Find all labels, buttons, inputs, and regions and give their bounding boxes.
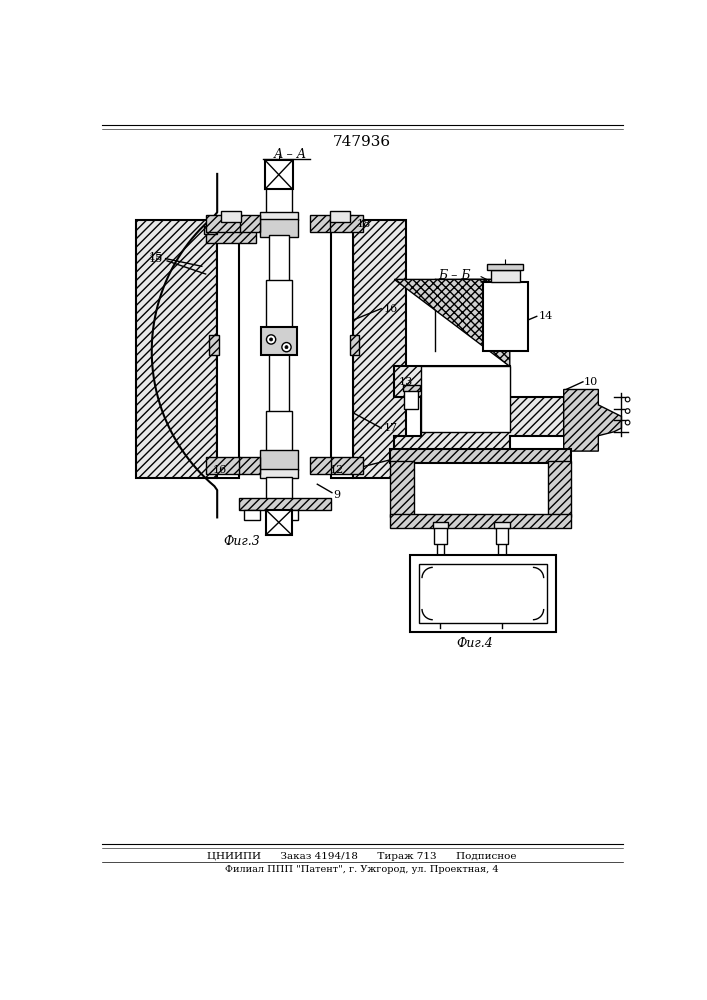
Circle shape — [282, 343, 291, 352]
Bar — [491, 270, 520, 282]
Text: 747936: 747936 — [333, 135, 391, 149]
Polygon shape — [563, 389, 621, 451]
Bar — [261, 327, 296, 355]
Bar — [496, 527, 508, 544]
Bar — [483, 282, 527, 351]
Polygon shape — [204, 226, 217, 234]
Text: 12: 12 — [329, 465, 344, 475]
Circle shape — [285, 346, 288, 349]
Bar — [239, 498, 331, 510]
Bar — [494, 522, 510, 528]
Bar — [209, 335, 218, 355]
Text: 13: 13 — [399, 377, 413, 387]
Bar — [390, 449, 571, 463]
Bar — [390, 461, 414, 517]
Polygon shape — [244, 510, 259, 520]
Text: 15: 15 — [148, 254, 163, 264]
Bar — [549, 461, 571, 517]
Bar — [283, 510, 298, 520]
Text: Фиг.4: Фиг.4 — [457, 637, 493, 650]
Text: 16: 16 — [383, 304, 397, 314]
Bar — [259, 212, 298, 220]
Circle shape — [267, 335, 276, 344]
Bar — [259, 469, 298, 478]
Bar — [487, 264, 523, 270]
Text: 16: 16 — [212, 465, 227, 475]
Text: Фиг.3: Фиг.3 — [223, 535, 260, 548]
Text: А – А: А – А — [274, 148, 307, 161]
Bar — [390, 514, 571, 528]
Text: Филиал ППП "Патент", г. Ужгород, ул. Проектная, 4: Филиал ППП "Патент", г. Ужгород, ул. Про… — [225, 865, 498, 874]
Circle shape — [269, 338, 273, 341]
Bar — [259, 450, 298, 470]
Bar — [498, 542, 506, 586]
Bar — [404, 389, 418, 409]
Bar — [329, 215, 363, 232]
Bar — [266, 411, 292, 451]
Circle shape — [625, 409, 630, 413]
Bar — [259, 219, 298, 237]
Polygon shape — [136, 220, 217, 478]
Bar — [266, 188, 292, 217]
Text: 15: 15 — [148, 252, 163, 262]
Bar — [206, 215, 240, 232]
Text: 17: 17 — [383, 423, 397, 433]
Bar — [266, 510, 292, 535]
Bar — [221, 211, 241, 222]
Bar — [421, 366, 510, 432]
Text: 14: 14 — [539, 311, 553, 321]
Bar — [433, 522, 448, 528]
Bar — [331, 216, 353, 478]
Bar — [437, 542, 444, 586]
Text: 18: 18 — [356, 219, 370, 229]
Bar — [419, 564, 547, 623]
Polygon shape — [395, 366, 563, 451]
Bar — [269, 354, 288, 413]
Bar — [329, 211, 350, 222]
Bar — [434, 527, 447, 544]
Text: 9: 9 — [333, 490, 340, 500]
Bar — [266, 477, 292, 510]
Text: Б – Б: Б – Б — [438, 269, 471, 282]
Circle shape — [625, 397, 630, 402]
Bar — [310, 215, 331, 232]
Bar — [310, 457, 331, 474]
Bar — [266, 280, 292, 328]
Bar — [409, 555, 556, 632]
Bar — [350, 335, 359, 355]
Bar — [403, 385, 420, 391]
Polygon shape — [395, 279, 510, 366]
Bar — [239, 215, 260, 232]
Text: ЦНИИПИ      Заказ 4194/18      Тираж 713      Подписное: ЦНИИПИ Заказ 4194/18 Тираж 713 Подписное — [207, 852, 517, 861]
Text: 10: 10 — [583, 377, 597, 387]
Bar — [265, 160, 293, 189]
Bar — [329, 457, 363, 474]
Bar — [217, 216, 239, 478]
Text: е: е — [501, 267, 508, 280]
Polygon shape — [206, 226, 256, 243]
Bar — [239, 457, 260, 474]
Bar — [269, 235, 288, 282]
Bar — [206, 457, 240, 474]
Circle shape — [625, 420, 630, 425]
Polygon shape — [353, 220, 406, 478]
